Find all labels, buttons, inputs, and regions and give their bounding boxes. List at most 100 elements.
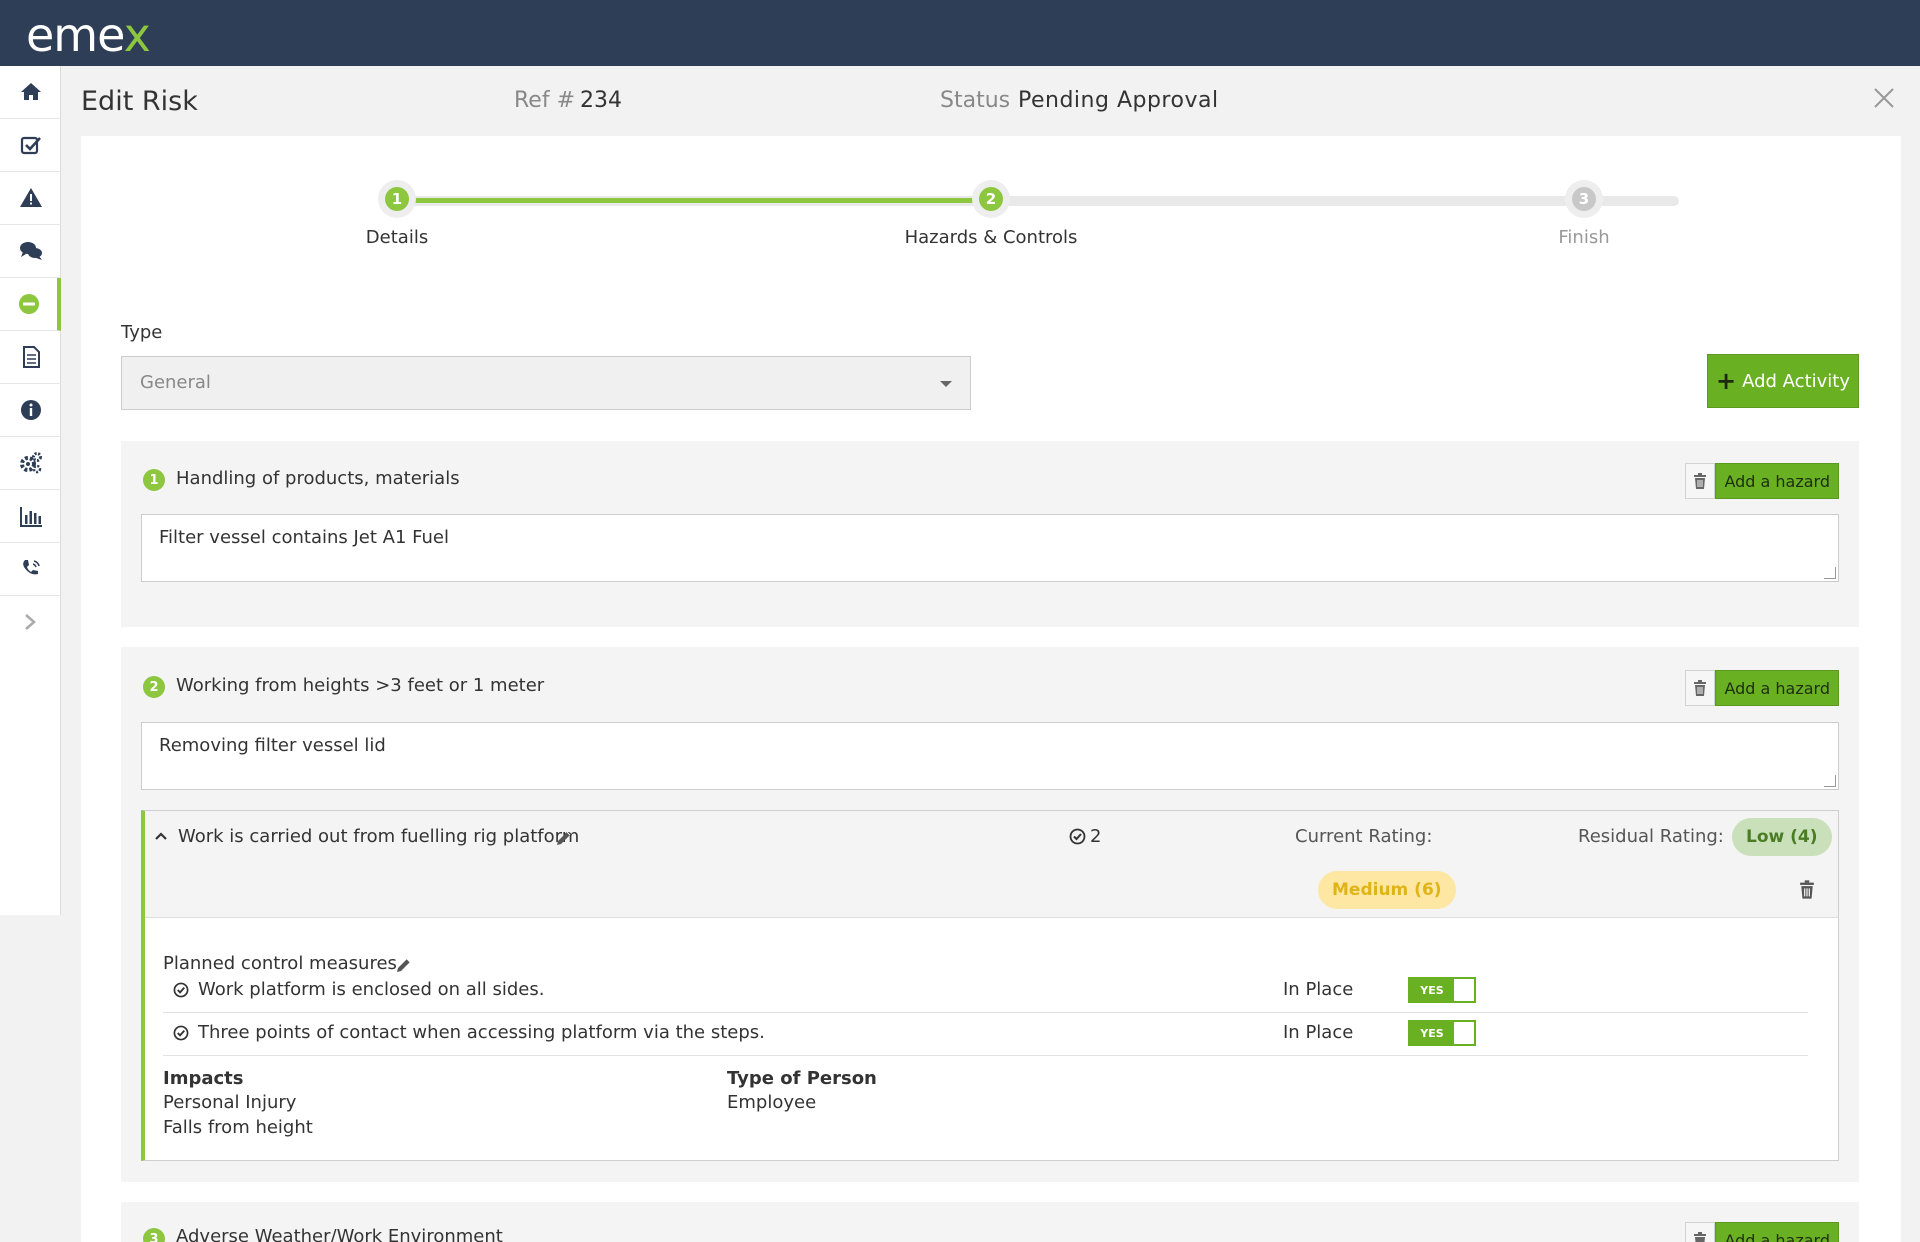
activity-card: 2 Working from heights >3 feet or 1 mete…: [121, 647, 1859, 1182]
status-label: Status: [940, 88, 1011, 113]
resize-grip-icon[interactable]: [1824, 567, 1836, 579]
chevron-up-icon[interactable]: [154, 831, 168, 841]
sidebar-item-feedback[interactable]: [0, 225, 61, 278]
activity-actions: Add a hazard: [1685, 670, 1839, 706]
impact-item: Personal Injury: [163, 1092, 297, 1113]
hazard-header[interactable]: Work is carried out from fuelling rig pl…: [145, 811, 1838, 918]
in-place-label: In Place: [1283, 1022, 1354, 1043]
activity-description-textarea[interactable]: Filter vessel contains Jet A1 Fuel: [141, 514, 1839, 582]
pencil-icon[interactable]: [395, 956, 413, 974]
plus-icon: +: [1716, 367, 1737, 395]
activity-description-textarea[interactable]: Removing filter vessel lid: [141, 722, 1839, 790]
check-circle-icon: [1069, 828, 1086, 845]
add-activity-button[interactable]: + Add Activity: [1707, 354, 1859, 408]
edit-risk-panel: 1 Details 2 Hazards & Controls 3 Finish …: [81, 136, 1901, 1242]
activity-number-badge: 1: [143, 469, 165, 491]
control-measure-text: Three points of contact when accessing p…: [198, 1022, 765, 1043]
control-measure-row: Work platform is enclosed on all sides. …: [163, 971, 1808, 1013]
sidebar-item-reports[interactable]: [0, 490, 61, 543]
type-of-person-heading: Type of Person: [727, 1068, 877, 1089]
add-hazard-button[interactable]: Add a hazard: [1715, 463, 1839, 499]
sidebar-item-home[interactable]: [0, 66, 61, 119]
sidebar-item-risks[interactable]: [0, 278, 61, 331]
chat-icon: [19, 242, 42, 260]
toggle-on-label: YES: [1410, 979, 1454, 1001]
trash-icon: [1694, 473, 1707, 489]
step-3[interactable]: 3: [1565, 180, 1603, 218]
check-circle-icon: [173, 982, 189, 998]
step-number: 1: [385, 187, 409, 211]
in-place-toggle[interactable]: YES: [1408, 1020, 1476, 1046]
person-type-item: Employee: [727, 1092, 817, 1113]
add-hazard-button[interactable]: Add a hazard: [1715, 670, 1839, 706]
residual-rating-label: Residual Rating:: [1578, 826, 1724, 847]
close-button[interactable]: [1872, 86, 1902, 116]
planned-controls-label: Planned control measures: [163, 953, 397, 974]
activity-card: 3 Adverse Weather/Work Environment Add a…: [121, 1202, 1859, 1242]
step-1[interactable]: 1: [378, 180, 416, 218]
control-measure-row: Three points of contact when accessing p…: [163, 1014, 1808, 1056]
activity-actions: Add a hazard: [1685, 463, 1839, 499]
warning-icon: [19, 188, 42, 207]
trash-icon[interactable]: [1799, 880, 1815, 899]
sidebar-item-settings[interactable]: [0, 437, 61, 490]
hazard-card: Work is carried out from fuelling rig pl…: [141, 810, 1839, 1161]
type-select-value: General: [140, 372, 211, 393]
delete-activity-button[interactable]: [1685, 463, 1716, 499]
add-activity-label: Add Activity: [1742, 370, 1850, 392]
resize-grip-icon[interactable]: [1824, 775, 1836, 787]
sidebar-item-tasks[interactable]: [0, 119, 61, 172]
stepper-track: [397, 196, 1679, 206]
step-label-details[interactable]: Details: [365, 227, 429, 248]
logo-text: eme: [26, 8, 125, 62]
delete-activity-button[interactable]: [1685, 1222, 1716, 1242]
step-number: 3: [1572, 187, 1596, 211]
gears-icon: [19, 452, 42, 474]
activity-title: Adverse Weather/Work Environment: [176, 1226, 503, 1242]
activity-title: Working from heights >3 feet or 1 meter: [176, 675, 545, 696]
page-title: Edit Risk: [81, 86, 198, 117]
current-rating-badge: Medium (6): [1318, 871, 1456, 909]
sidebar-item-contact[interactable]: [0, 543, 61, 596]
sidebar-expand-button[interactable]: [0, 596, 60, 648]
activity-number-badge: 3: [143, 1228, 165, 1242]
close-icon: [1874, 88, 1894, 108]
document-icon: [22, 346, 40, 368]
chevron-right-icon: [25, 614, 36, 630]
in-place-toggle[interactable]: YES: [1408, 977, 1476, 1003]
impacts-heading: Impacts: [163, 1068, 244, 1089]
ref-value: 234: [580, 88, 622, 113]
step-2[interactable]: 2: [972, 180, 1010, 218]
emex-logo[interactable]: emex: [26, 8, 151, 62]
control-measure-text: Work platform is enclosed on all sides.: [198, 979, 545, 1000]
check-circle-icon: [173, 1025, 189, 1041]
home-icon: [20, 83, 41, 100]
step-label-finish[interactable]: Finish: [1558, 227, 1610, 248]
phone-icon: [22, 560, 40, 575]
in-place-label: In Place: [1283, 979, 1354, 1000]
residual-rating-badge: Low (4): [1732, 818, 1832, 856]
step-number: 2: [979, 187, 1003, 211]
activity-description: Filter vessel contains Jet A1 Fuel: [159, 527, 449, 548]
current-rating-label: Current Rating:: [1295, 826, 1433, 847]
add-hazard-button[interactable]: Add a hazard: [1715, 1222, 1839, 1242]
pencil-icon[interactable]: [555, 829, 573, 847]
bar-chart-icon: [19, 507, 42, 527]
step-label-hazards-controls[interactable]: Hazards & Controls: [904, 227, 1078, 248]
type-label: Type: [121, 322, 163, 343]
ref-label: Ref #: [514, 88, 576, 113]
checkbox-icon: [20, 136, 41, 155]
type-select[interactable]: General: [121, 356, 971, 410]
sidebar-item-info[interactable]: [0, 384, 61, 437]
control-count: 2: [1069, 826, 1101, 847]
delete-activity-button[interactable]: [1685, 670, 1716, 706]
activity-number-badge: 2: [143, 676, 165, 698]
trash-icon: [1694, 1232, 1707, 1242]
sidebar-item-incidents[interactable]: [0, 172, 61, 225]
info-icon: [20, 400, 41, 420]
sidebar: [0, 66, 61, 915]
impact-item: Falls from height: [163, 1117, 313, 1138]
sidebar-item-documents[interactable]: [0, 331, 61, 384]
toggle-on-label: YES: [1410, 1022, 1454, 1044]
activity-description: Removing filter vessel lid: [159, 735, 386, 756]
